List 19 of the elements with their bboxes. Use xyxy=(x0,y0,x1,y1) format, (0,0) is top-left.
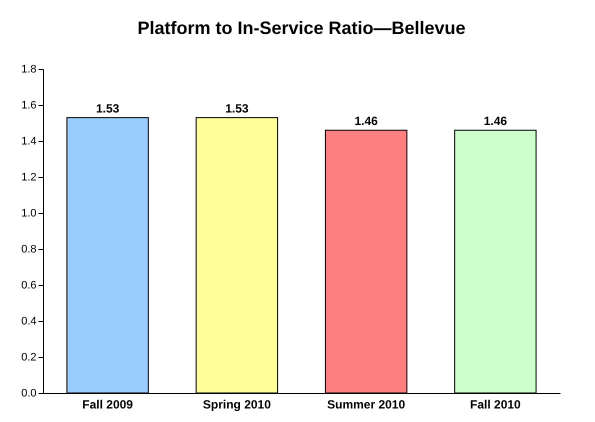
y-tick-label: 1.0 xyxy=(21,208,36,220)
x-tick-label: Fall 2010 xyxy=(470,398,522,412)
y-tick-label: 1.8 xyxy=(21,64,36,76)
y-tick-label: 1.6 xyxy=(21,100,36,112)
data-label: 1.53 xyxy=(96,102,120,116)
y-tick-label: 0.6 xyxy=(21,280,36,292)
x-tick-label: Spring 2010 xyxy=(202,398,272,412)
y-tick-label: 0.2 xyxy=(21,352,36,364)
data-label: 1.46 xyxy=(354,114,378,128)
data-label: 1.53 xyxy=(225,102,249,116)
y-tick-label: 1.4 xyxy=(21,136,36,148)
data-label: 1.46 xyxy=(484,114,508,128)
x-tick-label: Fall 2009 xyxy=(82,398,134,412)
y-tick-label: 1.2 xyxy=(21,172,36,184)
y-tick-label: 0.8 xyxy=(21,244,36,256)
x-tick-label: Summer 2010 xyxy=(327,398,406,412)
y-tick-label: 0.4 xyxy=(21,316,36,328)
y-tick-label: 0.0 xyxy=(21,388,36,400)
chart-title: Platform to In-Service Ratio—Bellevue xyxy=(137,18,466,38)
